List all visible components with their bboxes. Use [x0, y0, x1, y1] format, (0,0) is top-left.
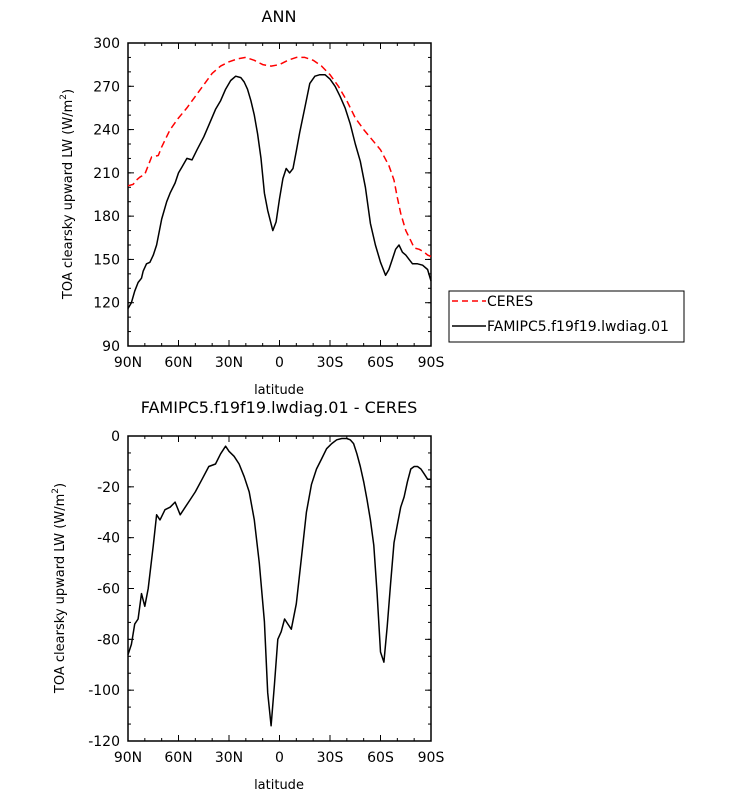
top-title: ANN	[262, 7, 297, 26]
bottom-xtick-label: 30S	[317, 750, 344, 766]
top-ytick-label: 210	[93, 166, 120, 182]
bottom-xtick-label: 90N	[114, 750, 142, 766]
top-xtick-label: 30S	[317, 355, 344, 371]
bottom-series-line-difference	[127, 437, 431, 727]
bottom-title: FAMIPC5.f19f19.lwdiag.01 - CERES	[141, 398, 418, 417]
bottom-axis-ticks: 90N 60N 30N 0 30S 60S 90S 0 -20 -40 -60 -80 -100 -120	[88, 429, 444, 766]
bottom-xtick-label: 60N	[164, 750, 192, 766]
bottom-ylabel: TOA clearsky upward LW (W/m2)	[51, 483, 68, 694]
top-series-lines	[127, 56, 432, 309]
bottom-xtick-label: 30N	[215, 750, 243, 766]
top-ytick-label: 90	[102, 339, 120, 355]
top-ytick-label: 180	[93, 209, 120, 225]
top-axis-ticks: 90N 60N 30N 0 30S 60S 90S 90 120 150 180 210 240 270 3…	[93, 36, 444, 371]
top-xlabel: latitude	[254, 383, 304, 398]
top-series-line-famipc5-f19f19-lwdiag-01	[127, 73, 432, 309]
bottom-ytick-label: -100	[88, 683, 120, 699]
bottom-xtick-label: 90S	[418, 750, 445, 766]
bottom-ytick-label: -40	[97, 531, 120, 547]
top-ytick-label: 150	[93, 252, 120, 268]
top-ytick-label: 120	[93, 296, 120, 312]
bottom-plot-frame	[127, 435, 432, 742]
legend-label-model: FAMIPC5.f19f19.lwdiag.01	[487, 319, 669, 335]
top-xtick-label: 0	[275, 355, 284, 371]
bottom-ytick-label: -80	[97, 632, 120, 648]
legend: CERES FAMIPC5.f19f19.lwdiag.01	[448, 290, 685, 343]
top-xtick-label: 60S	[367, 355, 394, 371]
bottom-ytick-label: -20	[97, 480, 120, 496]
top-panel: ANN 90N 60N 30N 0 30S 60S 90S 90 120 150 180 210 240…	[59, 7, 444, 398]
bottom-xtick-label: 60S	[367, 750, 394, 766]
legend-box	[448, 290, 685, 343]
top-ytick-label: 240	[93, 123, 120, 139]
bottom-ytick-label: -120	[88, 734, 120, 750]
bottom-ytick-label: 0	[111, 429, 120, 445]
top-ylabel: TOA clearsky upward LW (W/m2)	[59, 89, 76, 300]
bottom-series-lines	[127, 437, 431, 727]
top-xtick-label: 90N	[114, 355, 142, 371]
top-ytick-label: 300	[93, 36, 120, 52]
bottom-xlabel: latitude	[254, 778, 304, 793]
top-xtick-label: 60N	[164, 355, 192, 371]
bottom-ytick-label: -60	[97, 582, 120, 598]
bottom-panel: FAMIPC5.f19f19.lwdiag.01 - CERES 90N 60N 3…	[51, 398, 444, 793]
top-series-line-ceres	[127, 56, 432, 258]
top-xtick-label: 90S	[418, 355, 445, 371]
bottom-xtick-label: 0	[275, 750, 284, 766]
top-ytick-label: 270	[93, 79, 120, 95]
top-xtick-label: 30N	[215, 355, 243, 371]
legend-label-ceres: CERES	[487, 294, 533, 310]
